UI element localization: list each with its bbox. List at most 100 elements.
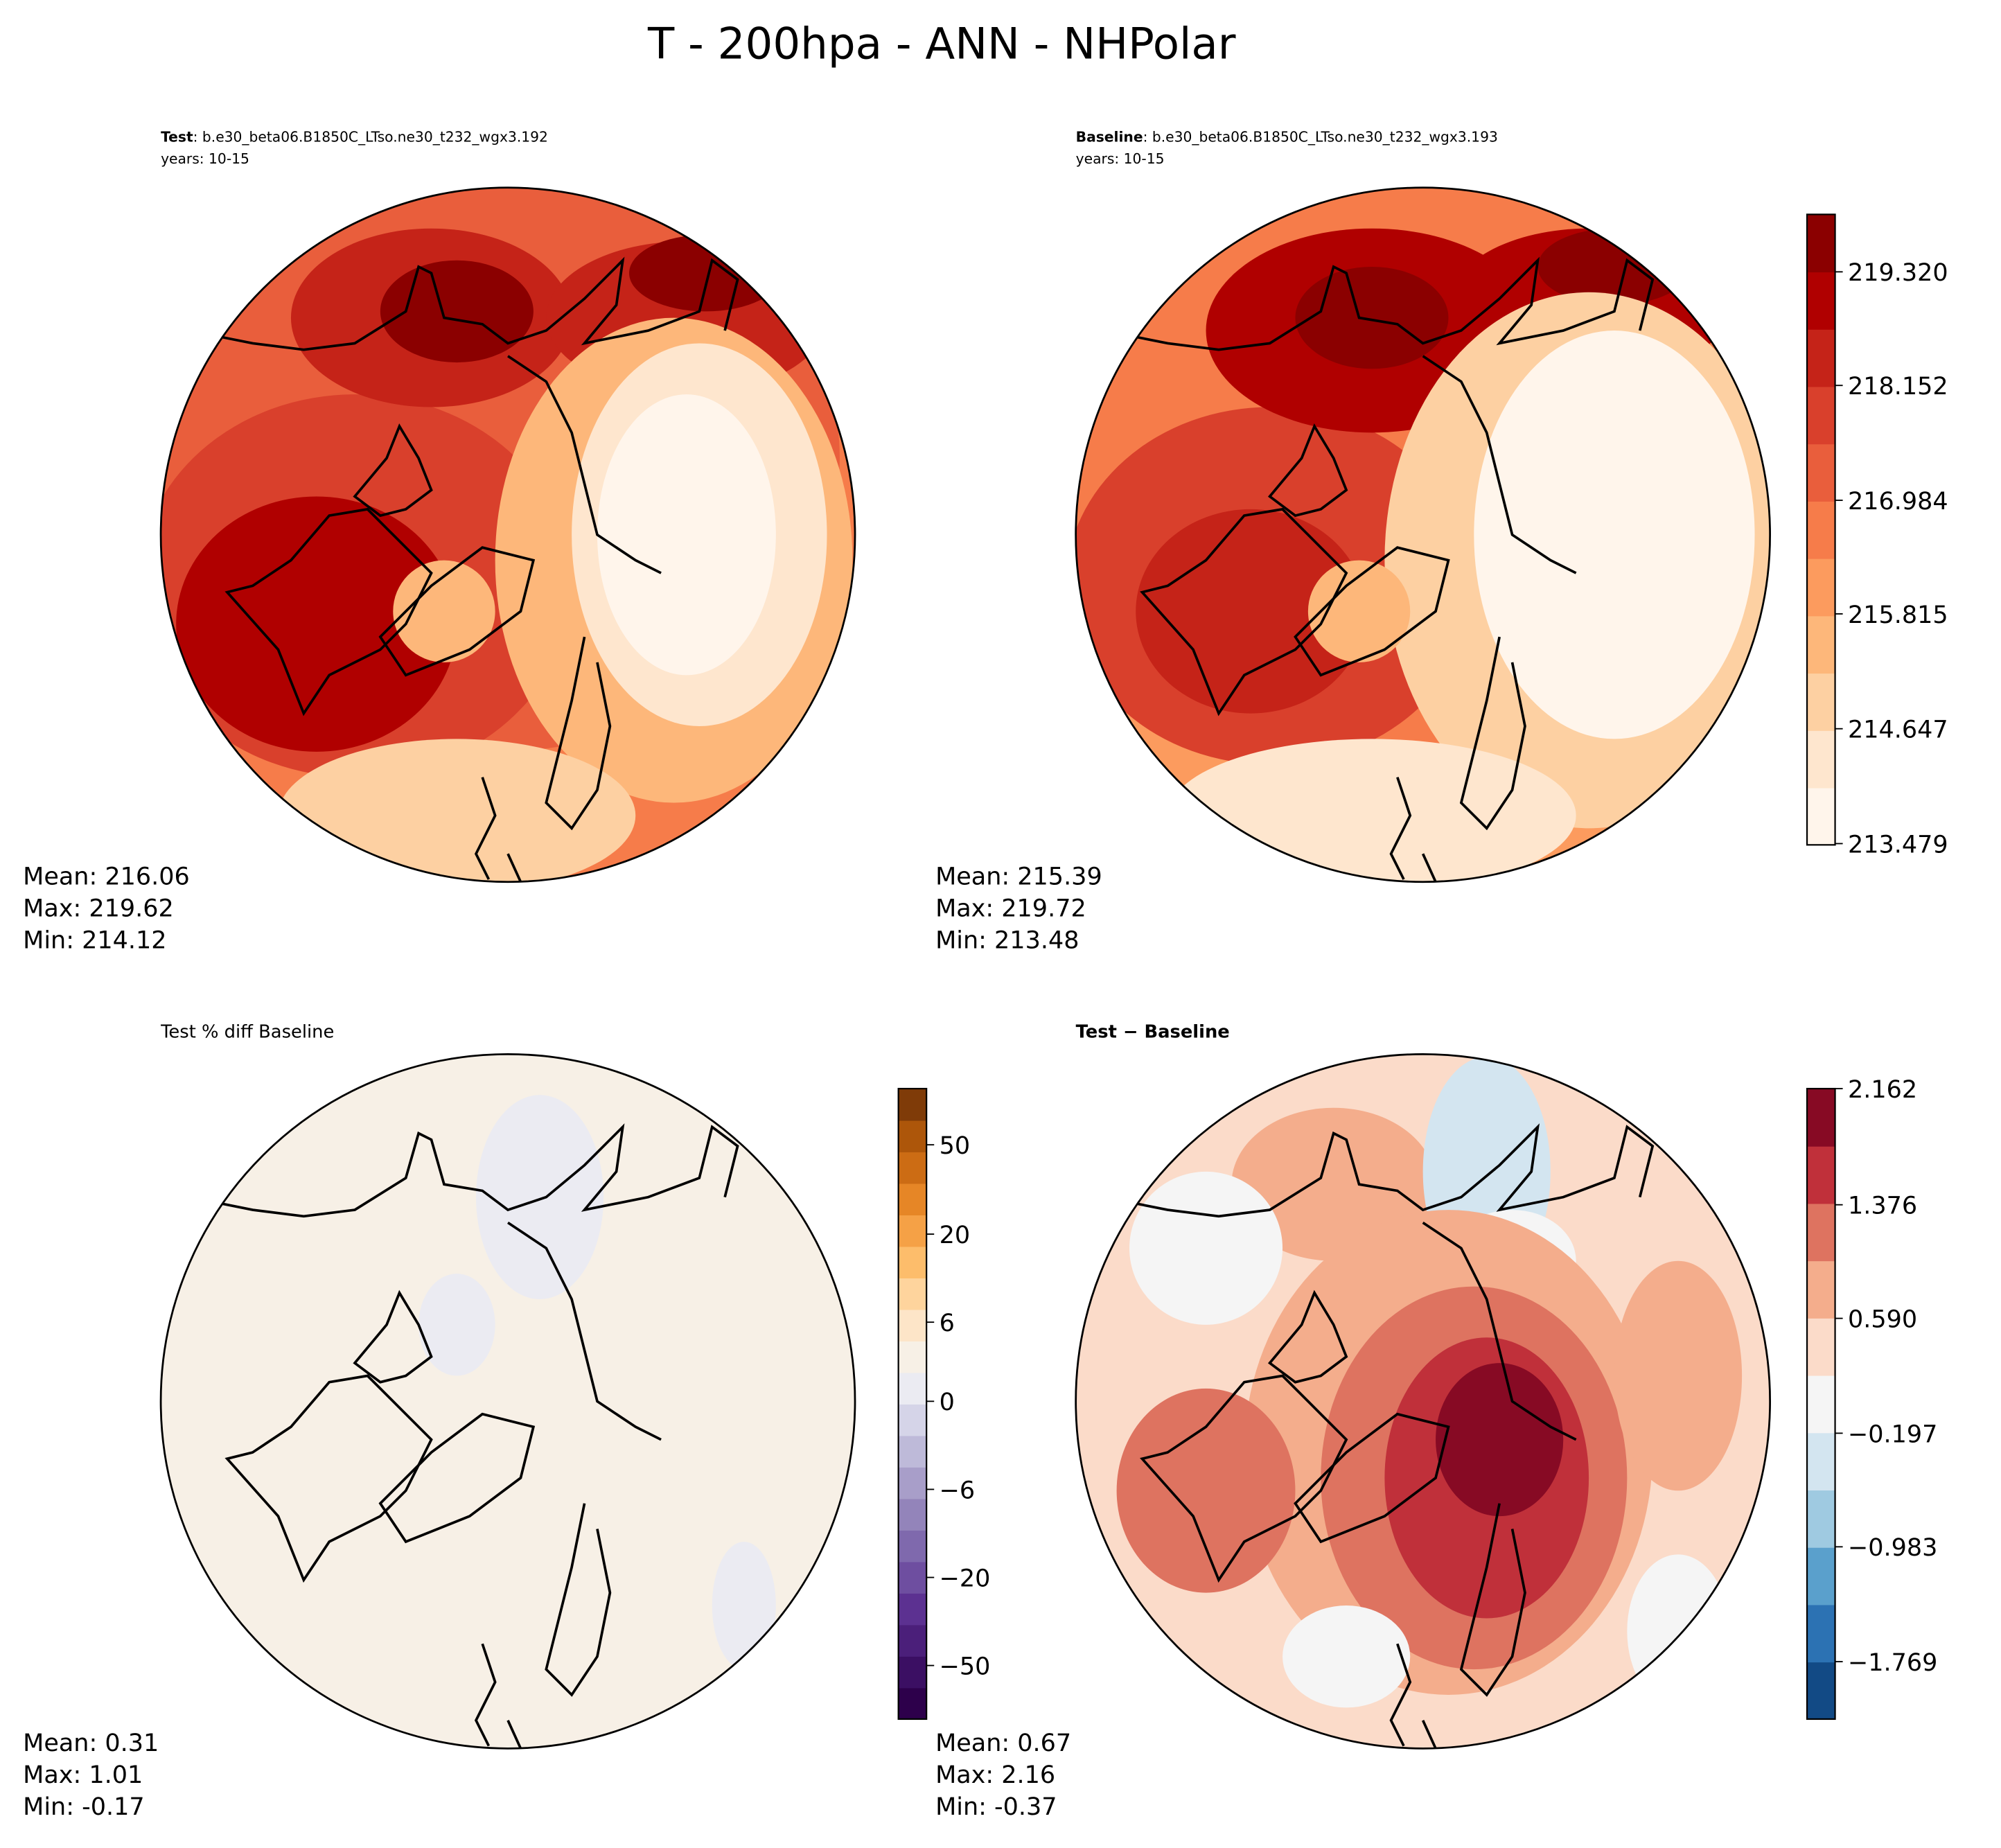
colorbar-tick-label: 216.984 — [1848, 488, 1948, 516]
colorbar-segment — [1807, 501, 1835, 559]
coastline — [220, 256, 739, 351]
colorbar-tick-label: 0.590 — [1848, 1306, 1917, 1334]
panel-label-case: : b.e30_beta06.B1850C_LTso.ne30_t232_wgx… — [193, 128, 548, 145]
colorbar-segment — [1807, 1547, 1835, 1605]
contour-fill — [629, 234, 783, 312]
contour-fill — [393, 560, 495, 662]
colorbar-segment — [898, 1435, 927, 1468]
svg-text:Baseline: b.e30_beta06.B1850C_: Baseline: b.e30_beta06.B1850C_LTso.ne30_… — [1076, 128, 1498, 145]
colorbar-tick-label: −0.983 — [1848, 1534, 1937, 1562]
colorbar-tick-label: −50 — [940, 1653, 991, 1681]
coastline — [474, 1643, 522, 1749]
colorbar-frame — [897, 1087, 928, 1721]
colorbar-segment — [1807, 787, 1835, 846]
colorbar-tick-label: 219.320 — [1848, 259, 1948, 287]
panel-diff: Test − Baseline 2.162 1.376 0.590 −0.197 −0.… — [935, 1021, 1937, 1821]
colorbar-segment — [898, 1592, 927, 1626]
colorbar-temperature: 219.320 218.152 216.984 215.815 214.647 213.4… — [1806, 213, 1948, 859]
colorbar-segment — [898, 1404, 927, 1436]
colorbar-segment — [898, 1467, 927, 1499]
contour-fill — [1537, 228, 1691, 306]
colorbar-segment — [1807, 1260, 1835, 1319]
colorbar-segment — [1807, 214, 1835, 273]
coastline — [1459, 1503, 1526, 1697]
colorbar-tick-label: 215.815 — [1848, 601, 1948, 629]
colorbar-segment — [1807, 615, 1835, 674]
panel-label: Test − Baseline — [1076, 1021, 1230, 1042]
contour-fill — [418, 1274, 495, 1376]
coastline — [378, 1412, 536, 1544]
colorbar-segment — [898, 1152, 927, 1184]
colorbar-segment — [1807, 1089, 1835, 1147]
colorbar-segment — [898, 1372, 927, 1405]
colorbar-tick-label: 213.479 — [1848, 831, 1948, 859]
colorbar-segment — [1807, 1604, 1835, 1663]
colorbar-segment — [1807, 443, 1835, 502]
colorbar-segment — [898, 1246, 927, 1278]
map-boundary — [159, 186, 856, 883]
stat-min: Min: -0.37 — [935, 1793, 1057, 1821]
contour-fill — [1614, 1260, 1743, 1491]
coastline — [353, 423, 433, 518]
colorbar-segment — [898, 1655, 927, 1689]
map-boundary — [159, 1053, 856, 1750]
coastline — [1267, 1290, 1348, 1384]
colorbar-segment — [898, 1309, 927, 1341]
coastline — [224, 1374, 433, 1583]
colorbar-segment — [898, 1341, 927, 1373]
colorbar-frame — [1806, 213, 1836, 846]
colorbar-segment — [898, 1089, 927, 1121]
coastline — [1389, 1643, 1437, 1749]
coastline — [474, 777, 522, 882]
contour-fill — [176, 496, 457, 752]
contour-fill — [597, 394, 776, 676]
colorbar-tick-label: 1.376 — [1848, 1193, 1917, 1220]
coastline — [1294, 546, 1450, 677]
stat-min: Min: 213.48 — [935, 926, 1079, 954]
colorbar-segment — [898, 1561, 927, 1594]
coastline — [545, 636, 612, 831]
colorbar-segment — [1807, 673, 1835, 731]
coastline — [1140, 1374, 1348, 1583]
colorbar-tick-label: 20 — [940, 1222, 971, 1249]
contour-fill — [476, 1095, 604, 1299]
panel-label: Test % diff Baseline — [160, 1021, 334, 1042]
coastline — [1459, 636, 1526, 831]
contour-fill — [380, 260, 534, 363]
contour-fill — [1136, 509, 1366, 714]
colorbar-segment — [898, 1687, 927, 1720]
colorbar-segment — [1807, 1432, 1835, 1491]
panel-test: Test: b.e30_beta06.B1850C_LTso.ne30_t232… — [23, 128, 856, 954]
colorbar-diff: 2.162 1.376 0.590 −0.197 −0.983 −1.769 — [1806, 1076, 1937, 1721]
panel-label-case: : b.e30_beta06.B1850C_LTso.ne30_t232_wgx… — [1143, 128, 1498, 145]
stat-mean: Mean: 215.39 — [935, 863, 1102, 890]
coastline — [378, 546, 536, 677]
polar-map-test — [159, 186, 856, 883]
contour-fill — [1307, 560, 1411, 662]
contour-fill — [1116, 1388, 1296, 1593]
colorbar-tick-label: −1.769 — [1848, 1649, 1937, 1677]
contour-fill — [278, 739, 636, 882]
colorbar-segment — [1807, 558, 1835, 617]
polar-map-pct-diff — [159, 1053, 856, 1750]
map-boundary — [1075, 186, 1772, 883]
stat-mean: Mean: 0.31 — [23, 1730, 159, 1757]
stat-max: Max: 219.72 — [935, 895, 1086, 922]
coastline — [220, 1123, 739, 1218]
map-boundary — [1075, 1053, 1772, 1750]
stat-max: Max: 2.16 — [935, 1761, 1055, 1789]
contour-fill — [1436, 1363, 1564, 1517]
coastline — [1422, 1221, 1577, 1441]
colorbar-segment — [1807, 1203, 1835, 1262]
colorbar-tick-label: 214.647 — [1848, 716, 1948, 744]
polar-map-diff — [1075, 1053, 1772, 1750]
colorbar-segment — [1807, 386, 1835, 445]
coastline — [507, 1221, 662, 1441]
panel-years: years: 10-15 — [161, 150, 249, 167]
coastline — [1267, 423, 1348, 518]
coastline — [1135, 1123, 1655, 1218]
contour-fill — [1474, 331, 1755, 739]
contour-fill — [1627, 1554, 1729, 1708]
panel-baseline: Baseline: b.e30_beta06.B1850C_LTso.ne30_… — [935, 128, 1948, 954]
